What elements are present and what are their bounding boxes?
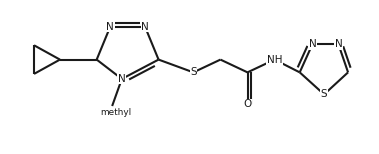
Text: S: S [190, 67, 197, 77]
Text: S: S [321, 89, 327, 99]
Text: NH: NH [267, 55, 282, 65]
Text: N: N [335, 39, 342, 49]
Text: N: N [106, 22, 114, 32]
Text: N: N [141, 22, 149, 32]
Text: N: N [118, 74, 126, 84]
Text: O: O [243, 99, 252, 109]
Text: methyl: methyl [100, 108, 132, 118]
Text: N: N [309, 39, 316, 49]
